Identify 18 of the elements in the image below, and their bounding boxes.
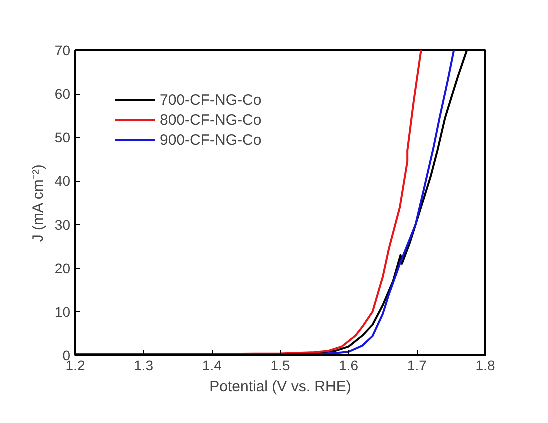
y-tick-label: 40 xyxy=(54,173,71,190)
y-tick-label: 60 xyxy=(54,86,71,102)
legend-label: 700-CF-NG-Co xyxy=(160,92,262,108)
legend-label: 800-CF-NG-Co xyxy=(160,112,262,128)
y-tick-label: 10 xyxy=(54,304,71,320)
x-tick-label: 1.6 xyxy=(339,358,359,374)
x-tick-label: 1.7 xyxy=(407,358,428,374)
x-axis-title: Potential (V vs. RHE) xyxy=(210,378,352,396)
x-tick-label: 1.3 xyxy=(134,358,154,374)
y-tick-label: 50 xyxy=(54,130,71,146)
y-axis-title: J (mA cm⁻²) xyxy=(30,164,47,242)
y-tick-label: 20 xyxy=(54,260,71,276)
legend-label: 900-CF-NG-Co xyxy=(160,132,262,148)
y-tick-label: 30 xyxy=(54,216,71,233)
x-tick-label: 1.8 xyxy=(476,358,496,374)
x-tick-label: 1.4 xyxy=(202,358,222,374)
y-tick-label: 70 xyxy=(54,42,71,58)
x-tick-label: 1.5 xyxy=(270,358,290,374)
